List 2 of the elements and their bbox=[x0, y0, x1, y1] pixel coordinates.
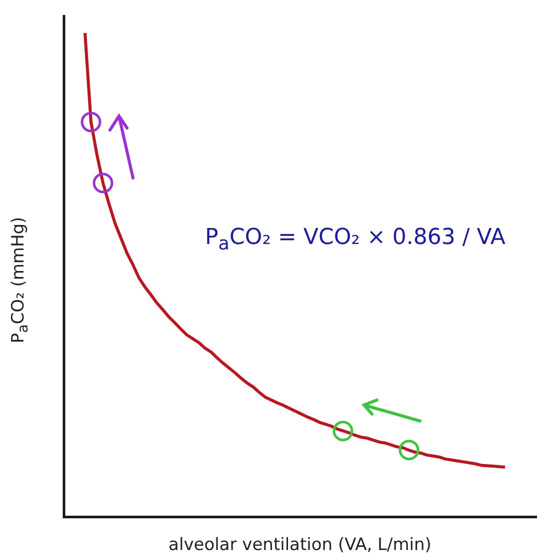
x-axis-title: alveolar ventilation (VA, L/min) bbox=[168, 535, 432, 555]
annotation: P$_{a}$CO₂ = VCO₂ × 0.863 / VA bbox=[205, 225, 506, 254]
